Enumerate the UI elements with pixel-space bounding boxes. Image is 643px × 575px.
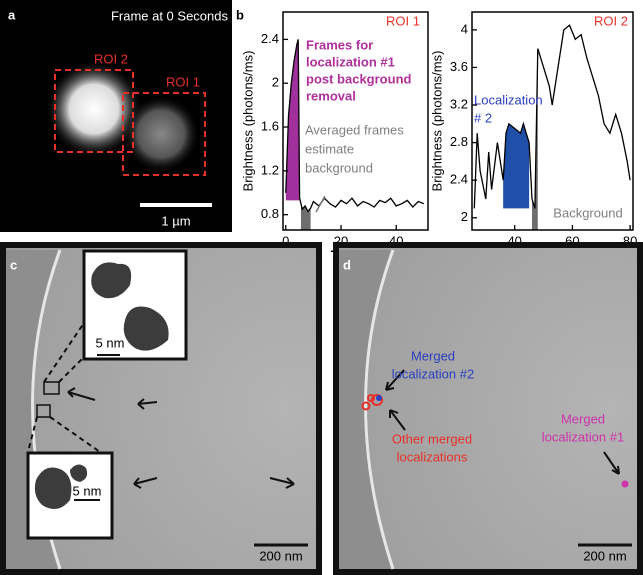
panel-label: a bbox=[8, 7, 16, 22]
annotation: Other merged bbox=[392, 431, 472, 446]
annotation: ROI 1 bbox=[386, 13, 420, 28]
annotation: Localization bbox=[474, 92, 543, 107]
annotation: localization #2 bbox=[392, 366, 474, 381]
annotation: # 2 bbox=[474, 110, 492, 125]
scale-label: 1 µm bbox=[161, 213, 190, 228]
charts: 0.81.21.622.402040Time (s)Brightness (ph… bbox=[240, 12, 637, 262]
annotation: Frames for bbox=[306, 37, 373, 52]
annotation: background bbox=[305, 160, 373, 175]
roi-label: ROI 2 bbox=[94, 51, 128, 66]
figure: a Frame at 0 Seconds ROI 2 ROI 1 1 µm b … bbox=[0, 0, 643, 575]
annotation: post background bbox=[306, 71, 412, 86]
scale-label: 200 nm bbox=[259, 548, 302, 563]
frame-title: Frame at 0 Seconds bbox=[111, 8, 229, 23]
annotation: estimate bbox=[305, 141, 354, 156]
y-tick-label: 1.2 bbox=[261, 162, 279, 177]
panel-a: a Frame at 0 Seconds ROI 2 ROI 1 1 µm bbox=[0, 0, 232, 232]
annotation: localization #1 bbox=[306, 54, 395, 69]
y-axis-label: Brightness (photons/ms) bbox=[429, 51, 444, 192]
micrograph bbox=[336, 245, 640, 572]
y-tick-label: 3.2 bbox=[450, 96, 468, 111]
roi-label: ROI 1 bbox=[166, 74, 200, 89]
y-tick-label: 3.6 bbox=[450, 59, 468, 74]
localization bbox=[376, 395, 382, 401]
y-axis-label: Brightness (photons/ms) bbox=[240, 51, 255, 192]
panel-label: c bbox=[10, 257, 17, 272]
annotation: localization #1 bbox=[542, 429, 624, 444]
annotation: Background bbox=[553, 205, 622, 220]
annotation: removal bbox=[306, 88, 356, 103]
scale-label: 5 nm bbox=[96, 335, 125, 350]
highlight-region bbox=[503, 124, 529, 209]
panel-label: d bbox=[343, 257, 351, 272]
plot-frame bbox=[472, 12, 633, 230]
panel-label: b bbox=[236, 7, 244, 22]
localization bbox=[622, 481, 629, 488]
y-tick-label: 1.6 bbox=[261, 118, 279, 133]
annotation: Averaged frames bbox=[305, 122, 404, 137]
annotation: localizations bbox=[397, 449, 468, 464]
y-tick-label: 2.8 bbox=[450, 134, 468, 149]
panel-c: 5 nm 5 nm 200 nm c bbox=[3, 245, 319, 572]
annotation: ROI 2 bbox=[594, 13, 628, 28]
annotation: Merged bbox=[561, 411, 605, 426]
scale-label: 5 nm bbox=[73, 483, 102, 498]
data-line bbox=[474, 25, 630, 208]
y-tick-label: 0.8 bbox=[261, 206, 279, 221]
annotation: Merged bbox=[411, 348, 455, 363]
y-tick-label: 4 bbox=[461, 21, 468, 36]
panel-d: 200 nm d bbox=[336, 245, 640, 572]
y-tick-label: 2 bbox=[272, 75, 279, 90]
y-tick-label: 2.4 bbox=[261, 31, 279, 46]
y-tick-label: 2.4 bbox=[450, 172, 468, 187]
y-tick-label: 2 bbox=[461, 209, 468, 224]
scale-label: 200 nm bbox=[583, 548, 626, 563]
